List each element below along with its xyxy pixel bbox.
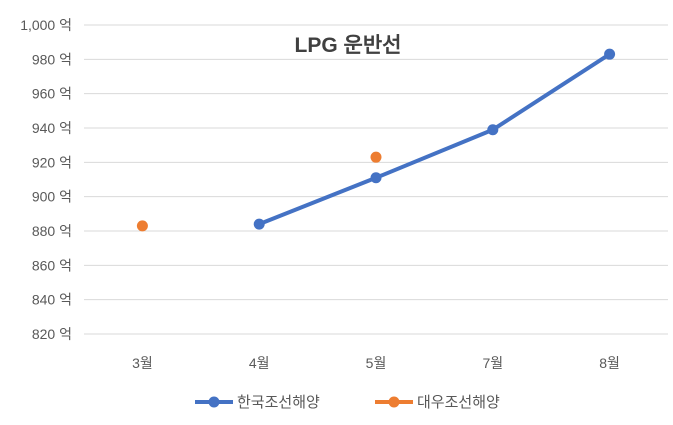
legend-item-1: 한국조선해양 <box>195 394 320 411</box>
y-tick-label: 820 억 <box>32 326 72 342</box>
y-tick-label: 880 억 <box>32 223 72 239</box>
data-point <box>370 172 382 184</box>
x-tick-label: 3월 <box>132 355 153 371</box>
y-tick-label: 940 억 <box>32 120 72 136</box>
x-tick-label: 8월 <box>599 355 620 371</box>
series-layer <box>136 48 616 232</box>
x-tick-label: 5월 <box>366 355 387 371</box>
legend-marker <box>208 396 220 408</box>
x-tick-label: 4월 <box>249 355 270 371</box>
data-point <box>253 218 265 230</box>
y-tick-label: 980 억 <box>32 51 72 67</box>
data-point <box>370 151 382 163</box>
legend-label: 한국조선해양 <box>237 394 320 411</box>
data-point <box>487 124 499 136</box>
y-tick-label: 960 억 <box>32 86 72 102</box>
data-point <box>604 48 616 60</box>
legend-label: 대우조선해양 <box>417 394 500 411</box>
legend-marker <box>388 396 400 408</box>
y-tick-label: 920 억 <box>32 154 72 170</box>
series-2 <box>136 151 382 232</box>
x-tick-label: 7월 <box>482 355 503 371</box>
y-tick-label: 840 억 <box>32 292 72 308</box>
y-axis-ticks: 1,000 억 980 억 960 억 940 억 920 억 900 억 880 억 860… <box>20 17 72 342</box>
chart-title: LPG 운반선 <box>295 34 402 57</box>
y-tick-label: 900 억 <box>32 189 72 205</box>
data-point <box>136 220 148 232</box>
series-1 <box>253 48 616 230</box>
y-tick-label: 1,000 억 <box>20 17 72 33</box>
x-axis-ticks: 3월 4월 5월 7월 8월 <box>132 355 620 371</box>
legend: 한국조선해양 대우조선해양 <box>195 394 500 411</box>
legend-item-2: 대우조선해양 <box>375 394 500 411</box>
y-tick-label: 860 억 <box>32 257 72 273</box>
series-line <box>257 52 612 227</box>
